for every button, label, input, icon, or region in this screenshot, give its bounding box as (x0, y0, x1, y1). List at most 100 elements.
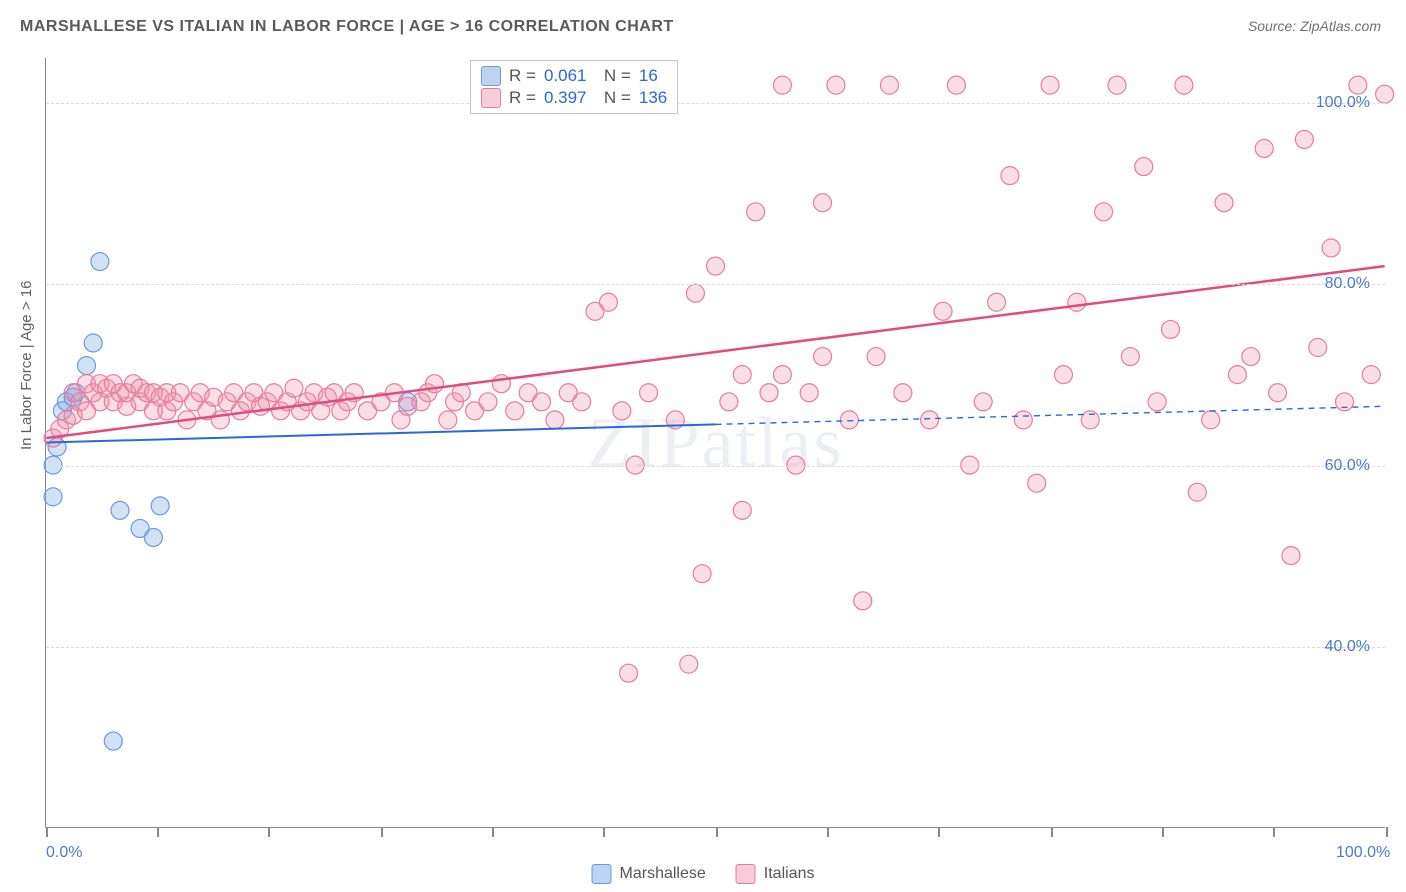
scatter-point-marshallese (44, 488, 62, 506)
scatter-point-italians (814, 194, 832, 212)
legend-swatch-blue (592, 864, 612, 884)
x-tick (938, 827, 940, 837)
scatter-point-italians (814, 348, 832, 366)
scatter-point-italians (720, 393, 738, 411)
scatter-point-italians (827, 76, 845, 94)
scatter-point-italians (620, 664, 638, 682)
r-value-marshallese: 0.061 (544, 66, 587, 86)
scatter-point-italians (573, 393, 591, 411)
scatter-point-marshallese (104, 732, 122, 750)
n-value-italians: 136 (639, 88, 667, 108)
scatter-point-italians (1228, 366, 1246, 384)
bottom-legend: Marshallese Italians (592, 864, 815, 884)
scatter-point-italians (854, 592, 872, 610)
scatter-point-italians (285, 379, 303, 397)
chart-title: MARSHALLESE VS ITALIAN IN LABOR FORCE | … (20, 18, 674, 36)
x-tick (1051, 827, 1053, 837)
trendline-dashed-marshallese (716, 406, 1385, 424)
n-label: N = (594, 66, 630, 86)
scatter-point-italians (613, 402, 631, 420)
y-tick-label: 100.0% (1316, 94, 1370, 112)
r-label: R = (509, 66, 536, 86)
x-tick (1386, 827, 1388, 837)
trendline-marshallese (46, 424, 715, 442)
y-tick-label: 40.0% (1325, 638, 1370, 656)
scatter-point-italians (506, 402, 524, 420)
bottom-legend-item-marshallese: Marshallese (592, 864, 706, 884)
scatter-point-marshallese (78, 357, 96, 375)
scatter-point-italians (1095, 203, 1113, 221)
scatter-point-italians (599, 293, 617, 311)
scatter-point-italians (988, 293, 1006, 311)
legend-row-italians: R = 0.397 N = 136 (481, 87, 667, 109)
scatter-point-italians (533, 393, 551, 411)
scatter-point-italians (1054, 366, 1072, 384)
x-tick (827, 827, 829, 837)
scatter-point-italians (1068, 293, 1086, 311)
x-tick (46, 827, 48, 837)
scatter-point-italians (1202, 411, 1220, 429)
gridline (46, 103, 1385, 104)
scatter-point-italians (1135, 158, 1153, 176)
scatter-point-italians (1014, 411, 1032, 429)
y-axis-title: In Labor Force | Age > 16 (18, 281, 35, 450)
scatter-plot-svg (46, 58, 1385, 827)
trendline-italians (46, 266, 1384, 438)
scatter-point-italians (880, 76, 898, 94)
scatter-point-italians (1148, 393, 1166, 411)
x-tick-label: 100.0% (1336, 844, 1390, 862)
scatter-point-italians (773, 366, 791, 384)
scatter-point-italians (1175, 76, 1193, 94)
scatter-point-italians (1349, 76, 1367, 94)
scatter-point-italians (921, 411, 939, 429)
scatter-point-italians (1295, 130, 1313, 148)
scatter-point-italians (492, 375, 510, 393)
scatter-point-italians (1108, 76, 1126, 94)
bottom-legend-item-italians: Italians (736, 864, 815, 884)
legend-row-marshallese: R = 0.061 N = 16 (481, 65, 667, 87)
r-value-italians: 0.397 (544, 88, 587, 108)
scatter-point-italians (1242, 348, 1260, 366)
scatter-point-italians (974, 393, 992, 411)
scatter-point-italians (693, 565, 711, 583)
scatter-point-marshallese (151, 497, 169, 515)
scatter-point-italians (773, 76, 791, 94)
x-tick (716, 827, 718, 837)
scatter-point-italians (1215, 194, 1233, 212)
scatter-point-italians (867, 348, 885, 366)
scatter-point-italians (1255, 139, 1273, 157)
x-tick (268, 827, 270, 837)
scatter-point-italians (747, 203, 765, 221)
scatter-point-italians (733, 501, 751, 519)
gridline (46, 647, 1385, 648)
n-label: N = (594, 88, 630, 108)
gridline (46, 466, 1385, 467)
scatter-point-italians (680, 655, 698, 673)
scatter-point-marshallese (111, 501, 129, 519)
y-tick-label: 80.0% (1325, 275, 1370, 293)
x-tick (157, 827, 159, 837)
scatter-point-italians (1362, 366, 1380, 384)
scatter-point-italians (1188, 483, 1206, 501)
scatter-point-italians (947, 76, 965, 94)
source-attribution: Source: ZipAtlas.com (1248, 18, 1381, 34)
r-label: R = (509, 88, 536, 108)
scatter-point-marshallese (84, 334, 102, 352)
scatter-point-marshallese (91, 253, 109, 271)
x-tick (1162, 827, 1164, 837)
legend-swatch-pink (481, 88, 501, 108)
scatter-point-italians (479, 393, 497, 411)
scatter-point-italians (1162, 320, 1180, 338)
x-tick (492, 827, 494, 837)
legend-swatch-blue (481, 66, 501, 86)
x-tick (1273, 827, 1275, 837)
scatter-point-marshallese (144, 529, 162, 547)
x-tick (381, 827, 383, 837)
scatter-point-italians (1028, 474, 1046, 492)
chart-area: ZIPatlas 40.0%60.0%80.0%100.0%0.0%100.0% (45, 58, 1385, 828)
correlation-legend: R = 0.061 N = 16 R = 0.397 N = 136 (470, 60, 678, 114)
scatter-point-italians (1269, 384, 1287, 402)
scatter-point-italians (760, 384, 778, 402)
n-value-marshallese: 16 (639, 66, 658, 86)
x-tick (603, 827, 605, 837)
